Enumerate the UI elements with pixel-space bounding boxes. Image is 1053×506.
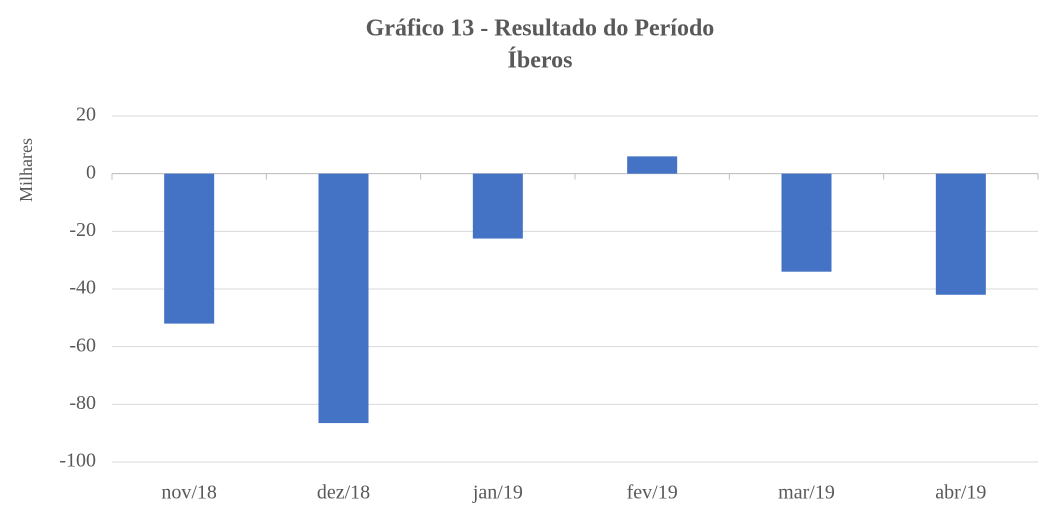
bar <box>472 173 523 239</box>
x-tick-label: nov/18 <box>161 482 217 504</box>
bar <box>781 173 832 272</box>
y-tick-label: 20 <box>76 104 96 126</box>
y-tick-label: -80 <box>69 392 96 414</box>
x-tick-label: abr/19 <box>935 482 986 504</box>
bar <box>318 173 369 424</box>
x-tick-label: fev/19 <box>627 482 678 504</box>
y-tick-label: -20 <box>69 219 96 241</box>
x-tick-label: jan/19 <box>472 482 523 504</box>
chart-title: Gráfico 13 - Resultado do Período <box>366 16 715 42</box>
chart-subtitle: Íberos <box>508 48 573 74</box>
y-tick-label: -100 <box>59 450 96 472</box>
y-tick-label: -40 <box>69 277 96 299</box>
y-tick-label: -60 <box>69 334 96 356</box>
bar <box>935 173 986 295</box>
bar <box>164 173 215 324</box>
x-tick-label: dez/18 <box>317 482 370 504</box>
x-tick-label: mar/19 <box>778 482 835 504</box>
bar <box>627 156 678 174</box>
y-tick-label: 0 <box>86 161 96 183</box>
y-axis-label: Milhares <box>16 138 36 202</box>
